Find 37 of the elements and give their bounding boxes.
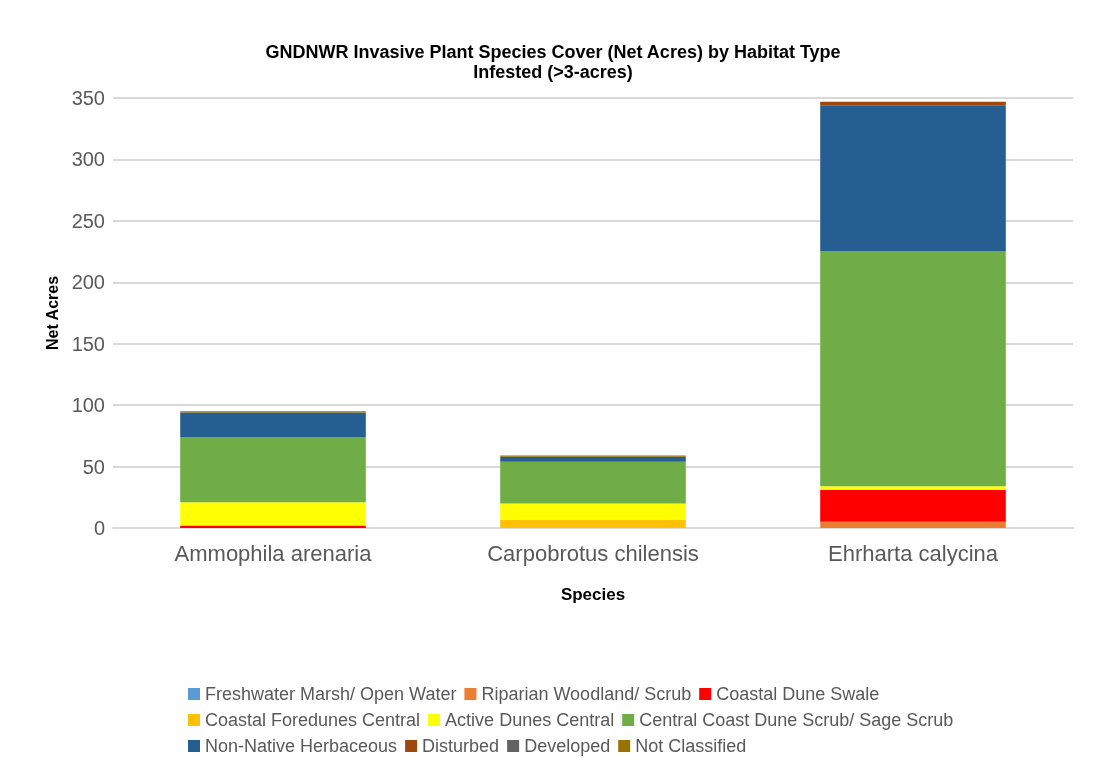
- legend-label: Central Coast Dune Scrub/ Sage Scrub: [639, 710, 954, 730]
- bar: [500, 461, 686, 504]
- y-axis-title: Net Acres: [44, 275, 62, 351]
- bar: [180, 437, 366, 503]
- bar: [820, 486, 1006, 490]
- legend-label: Freshwater Marsh/ Open Water: [205, 684, 457, 704]
- y-tick-label: 0: [93, 517, 105, 539]
- y-tick-label: 150: [71, 332, 105, 355]
- bar: [820, 521, 1006, 528]
- bar: [500, 456, 686, 462]
- x-tick-label: Ehrharta calycina: [828, 540, 999, 566]
- x-axis-title: Species: [560, 585, 626, 604]
- y-tick-label: 250: [71, 209, 105, 232]
- y-tick-label: 50: [82, 455, 105, 478]
- bar: [180, 502, 366, 526]
- bar: [180, 412, 366, 438]
- legend-label: Riparian Woodland/ Scrub: [481, 684, 692, 704]
- legend-label: Coastal Dune Swale: [716, 684, 880, 704]
- y-tick-label: 350: [71, 87, 105, 109]
- chart-subtitle: Infested (>3-acres): [473, 62, 633, 82]
- bar: [820, 489, 1006, 522]
- chart-title: GNDNWR Invasive Plant Species Cover (Net Acres) by Habitat Type: [265, 42, 841, 62]
- bar: [820, 105, 1006, 252]
- legend-label: Not Classified: [635, 736, 747, 756]
- x-tick-label: Carpobrotus chilensis: [487, 540, 699, 566]
- legend-label: Active Dunes Central: [445, 710, 615, 730]
- y-tick-label: 200: [71, 271, 105, 294]
- x-tick-label: Ammophila arenaria: [174, 540, 373, 566]
- bar: [820, 251, 1006, 487]
- y-tick-label: 100: [71, 394, 105, 417]
- legend-label: Developed: [524, 736, 611, 756]
- bar: [500, 503, 686, 520]
- legend-label: Coastal Foredunes Central: [205, 710, 421, 730]
- legend-label: Disturbed: [422, 736, 500, 756]
- legend-label: Non-Native Herbaceous: [205, 736, 398, 756]
- y-tick-label: 300: [71, 148, 105, 171]
- bar: [500, 519, 686, 528]
